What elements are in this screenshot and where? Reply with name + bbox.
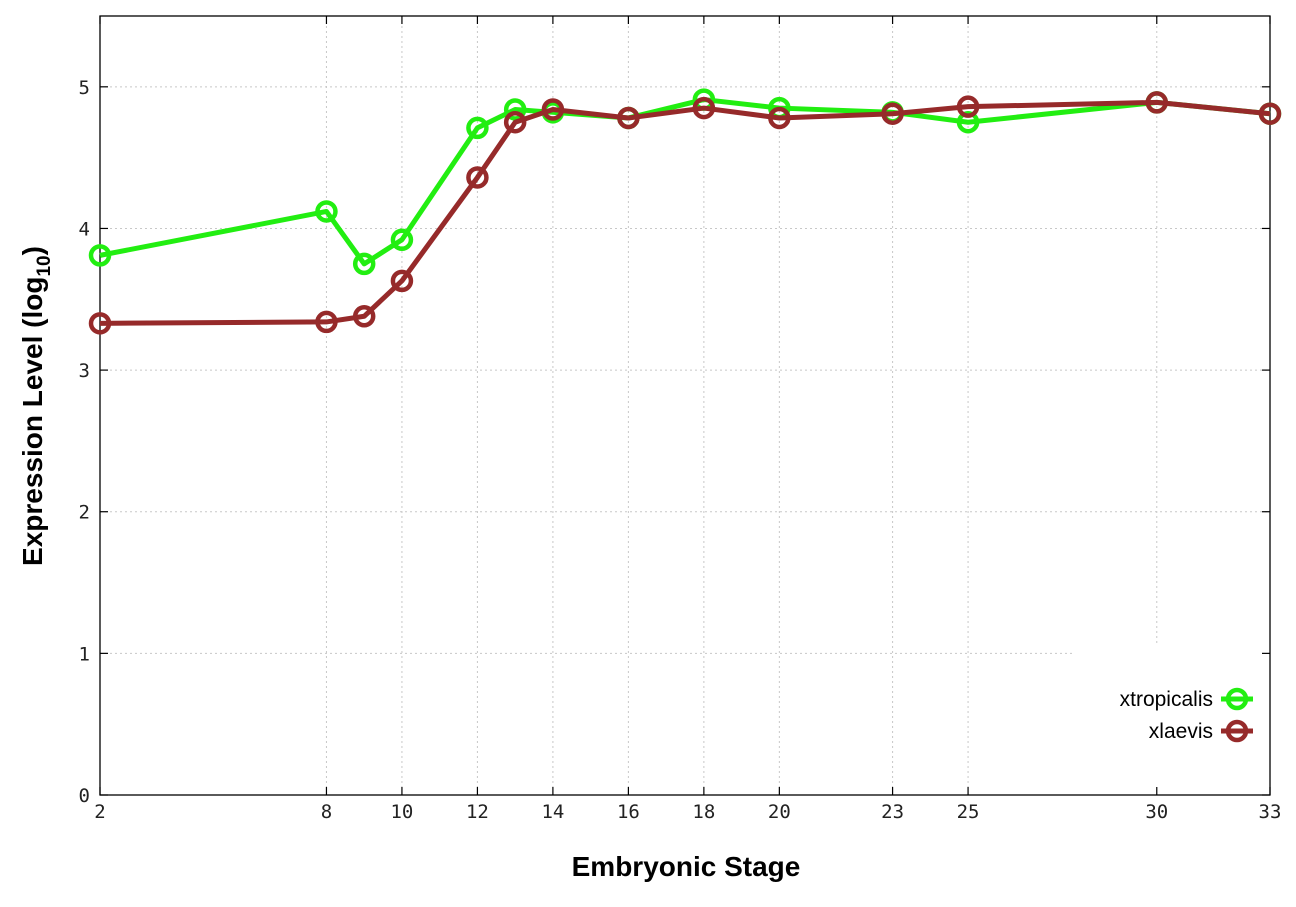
x-tick-label: 23	[881, 801, 904, 823]
y-tick-label: 1	[79, 643, 90, 665]
legend-entry-xtropicalis: xtropicalis	[1120, 687, 1253, 711]
y-axis-title-subscript: 10	[34, 255, 55, 276]
data-point	[466, 166, 489, 189]
data-point	[503, 98, 527, 121]
x-tick-label: 18	[692, 801, 715, 823]
data-point	[88, 312, 112, 335]
data-point	[315, 200, 338, 223]
series-layer	[88, 88, 1282, 335]
x-tick-label: 14	[541, 801, 564, 823]
x-tick-label: 10	[390, 801, 413, 823]
x-tick-label: 16	[617, 801, 640, 823]
data-point	[617, 106, 640, 130]
data-point	[768, 106, 791, 130]
data-point	[315, 310, 338, 334]
y-tick-label: 3	[79, 360, 90, 382]
series-xtropicalis	[88, 88, 1282, 276]
data-point	[352, 252, 376, 276]
legend-entry-xlaevis: xlaevis	[1149, 719, 1253, 743]
series-line	[99, 97, 1271, 267]
legend-label: xlaevis	[1149, 720, 1213, 743]
y-tick-label: 0	[79, 785, 90, 807]
data-point	[88, 244, 112, 267]
y-tick-label: 4	[79, 218, 90, 240]
data-point	[390, 269, 414, 293]
y-axis-title: Expression Level (log10)	[17, 246, 55, 566]
legend-background	[1072, 645, 1268, 793]
y-axis-title-close: )	[17, 246, 48, 255]
x-tick-label: 2	[94, 801, 105, 823]
data-point	[503, 110, 527, 134]
x-tick-label: 33	[1259, 801, 1282, 823]
data-point	[352, 305, 376, 328]
x-tick-label: 30	[1145, 801, 1168, 823]
y-tick-label: 2	[79, 502, 90, 524]
x-axis-title: Embryonic Stage	[572, 851, 801, 882]
plot-frame	[99, 15, 1271, 796]
series-line	[99, 99, 1271, 326]
data-point	[390, 228, 414, 252]
x-tick-label: 8	[321, 801, 332, 823]
legend-marker	[1225, 719, 1249, 743]
legend-label: xtropicalis	[1120, 688, 1213, 711]
data-point	[956, 110, 980, 134]
series-xlaevis	[88, 91, 1282, 335]
legend-box	[1072, 645, 1268, 793]
y-tick-label: 5	[79, 77, 90, 99]
y-axis-title-main: Expression Level (log	[17, 277, 48, 566]
data-point	[881, 102, 904, 125]
x-tick-label: 25	[957, 801, 980, 823]
data-point	[1145, 91, 1169, 114]
data-point	[541, 98, 565, 121]
legend-marker	[1225, 687, 1249, 711]
data-point	[1258, 102, 1282, 125]
x-tick-label: 12	[466, 801, 489, 823]
data-point	[692, 96, 716, 120]
data-point	[956, 95, 980, 118]
x-tick-label: 20	[768, 801, 791, 823]
legend: xtropicalis xlaevis	[1120, 687, 1253, 743]
data-point	[466, 116, 489, 140]
